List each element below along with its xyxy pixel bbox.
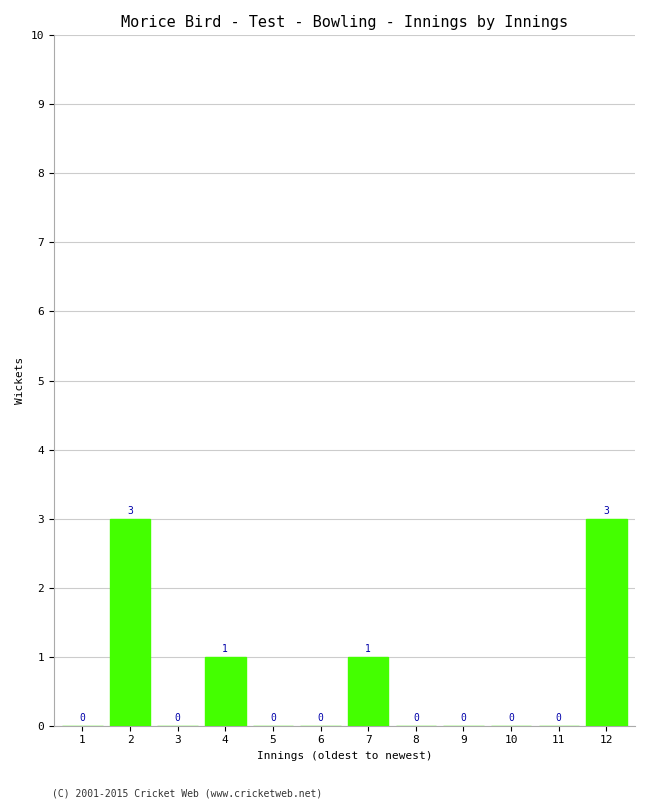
Bar: [110, 518, 150, 726]
Text: (C) 2001-2015 Cricket Web (www.cricketweb.net): (C) 2001-2015 Cricket Web (www.cricketwe…: [52, 788, 322, 798]
Text: 1: 1: [365, 644, 371, 654]
Y-axis label: Wickets: Wickets: [15, 357, 25, 404]
Text: 3: 3: [127, 506, 133, 516]
Text: 0: 0: [461, 713, 467, 723]
Text: 0: 0: [270, 713, 276, 723]
Title: Morice Bird - Test - Bowling - Innings by Innings: Morice Bird - Test - Bowling - Innings b…: [121, 15, 568, 30]
X-axis label: Innings (oldest to newest): Innings (oldest to newest): [257, 751, 432, 761]
Text: 1: 1: [222, 644, 228, 654]
Text: 0: 0: [318, 713, 324, 723]
Bar: [586, 518, 627, 726]
Text: 0: 0: [175, 713, 181, 723]
Text: 0: 0: [79, 713, 85, 723]
Bar: [348, 657, 389, 726]
Text: 0: 0: [508, 713, 514, 723]
Text: 0: 0: [413, 713, 419, 723]
Text: 0: 0: [556, 713, 562, 723]
Bar: [205, 657, 246, 726]
Text: 3: 3: [603, 506, 609, 516]
